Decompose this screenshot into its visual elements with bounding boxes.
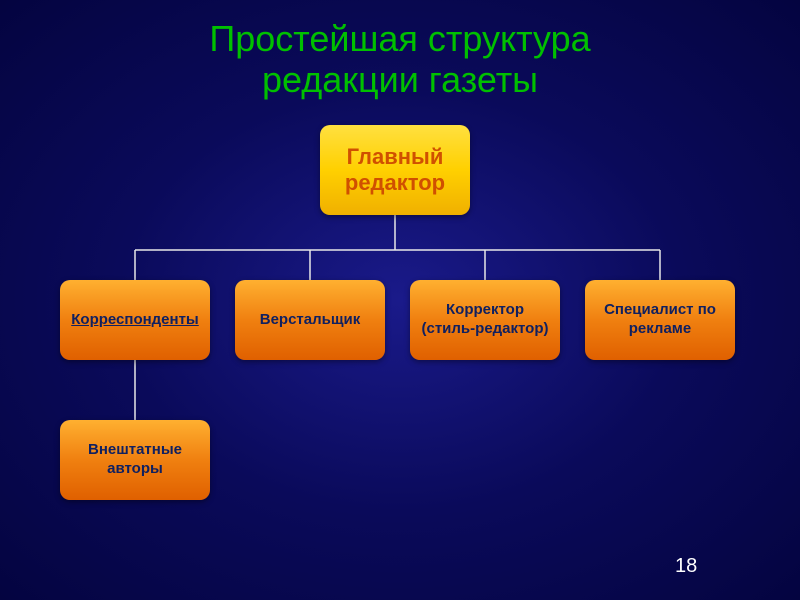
root-node: Главный редактор: [320, 125, 470, 215]
page-number: 18: [675, 555, 697, 578]
node-label-layout: Верстальщик: [260, 311, 361, 330]
node-ad-specialist: Специалист по рекламе: [585, 280, 735, 360]
node-layout: Верстальщик: [235, 280, 385, 360]
node-freelance: Внештатные авторы: [60, 420, 210, 500]
node-label-corrector: Корректор (стиль-редактор): [418, 301, 552, 339]
node-label-ad-specialist: Специалист по рекламе: [593, 301, 727, 339]
node-corrector: Корректор (стиль-редактор): [410, 280, 560, 360]
node-correspondents: Корреспонденты: [60, 280, 210, 360]
node-label-correspondents: Корреспонденты: [71, 311, 199, 330]
org-chart: Главный редактор Корреспонденты Верстальщ…: [0, 0, 800, 600]
root-label: Главный редактор: [330, 144, 460, 197]
page-number-value: 18: [675, 555, 697, 577]
node-label-freelance: Внештатные авторы: [68, 441, 202, 479]
